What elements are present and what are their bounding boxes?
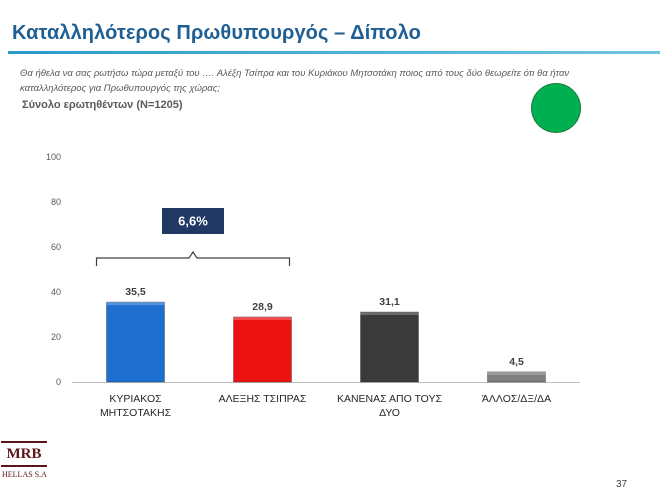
y-tick-label: 0 bbox=[56, 377, 61, 387]
bar-value-label: 28,9 bbox=[252, 301, 273, 313]
category-label: ΚΑΝΕΝΑΣ ΑΠΟ ΤΟΥΣ bbox=[337, 393, 443, 405]
bar-highlight bbox=[233, 316, 292, 320]
category-label: ΔΥΟ bbox=[379, 407, 400, 419]
y-tick-label: 20 bbox=[51, 332, 61, 342]
category-label: ΑΛΕΞΗΣ ΤΣΙΠΡΑΣ bbox=[219, 393, 307, 405]
brand-logo: MRB HELLAS S.A bbox=[1, 441, 47, 479]
category-label: ΆΛΛΟΣ/ΔΞ/ΔΑ bbox=[482, 393, 551, 405]
sample-base-label: Σύνολο ερωτηθέντων (N=1205) bbox=[22, 99, 183, 111]
y-tick-label: 60 bbox=[51, 242, 61, 252]
category-label: ΜΗΤΣΟΤΑΚΗΣ bbox=[100, 407, 172, 419]
bar-value-label: 31,1 bbox=[379, 296, 400, 308]
bar bbox=[487, 371, 546, 383]
page-number: 37 bbox=[616, 479, 628, 490]
y-tick-label: 40 bbox=[51, 287, 61, 297]
logo-subtitle: HELLAS S.A bbox=[2, 470, 47, 479]
title-divider bbox=[8, 51, 660, 54]
logo-mark: MRB bbox=[1, 441, 47, 467]
bar-highlight bbox=[487, 371, 546, 375]
y-tick-label: 100 bbox=[46, 152, 61, 162]
question-text: Θα ήθελα να σας ρωτήσω τώρα μεταξύ του …… bbox=[20, 68, 570, 94]
difference-box bbox=[162, 208, 224, 234]
status-indicator-dot bbox=[531, 83, 581, 133]
y-tick-label: 80 bbox=[51, 197, 61, 207]
category-label: ΚΥΡΙΑΚΟΣ bbox=[109, 393, 162, 405]
bar-highlight bbox=[106, 302, 165, 306]
bar-value-label: 35,5 bbox=[125, 286, 146, 298]
bar-highlight bbox=[360, 312, 419, 316]
bar bbox=[106, 301, 165, 383]
difference-label: 6,6% bbox=[178, 214, 208, 229]
bar-value-label: 4,5 bbox=[509, 356, 524, 368]
difference-bracket bbox=[95, 250, 291, 266]
bar bbox=[360, 311, 419, 383]
page-title: Καταλληλότερος Πρωθυπουργός – Δίπολο bbox=[12, 22, 421, 44]
bar bbox=[233, 316, 292, 383]
